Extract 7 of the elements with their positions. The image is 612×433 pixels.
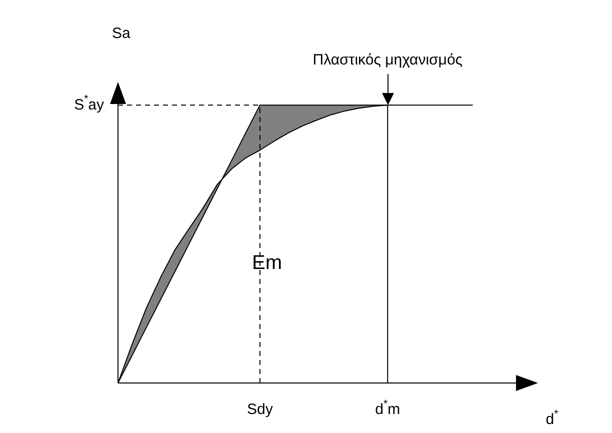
y-axis-title: Sa bbox=[112, 25, 132, 42]
annotation: Πλαστικός μηχανισμός bbox=[312, 51, 463, 68]
annotation: Em bbox=[252, 252, 282, 274]
text: d*m bbox=[375, 398, 400, 418]
text: Sdy bbox=[246, 401, 274, 418]
text: S*ay bbox=[74, 93, 104, 114]
x-axis-title: d* bbox=[546, 408, 558, 428]
